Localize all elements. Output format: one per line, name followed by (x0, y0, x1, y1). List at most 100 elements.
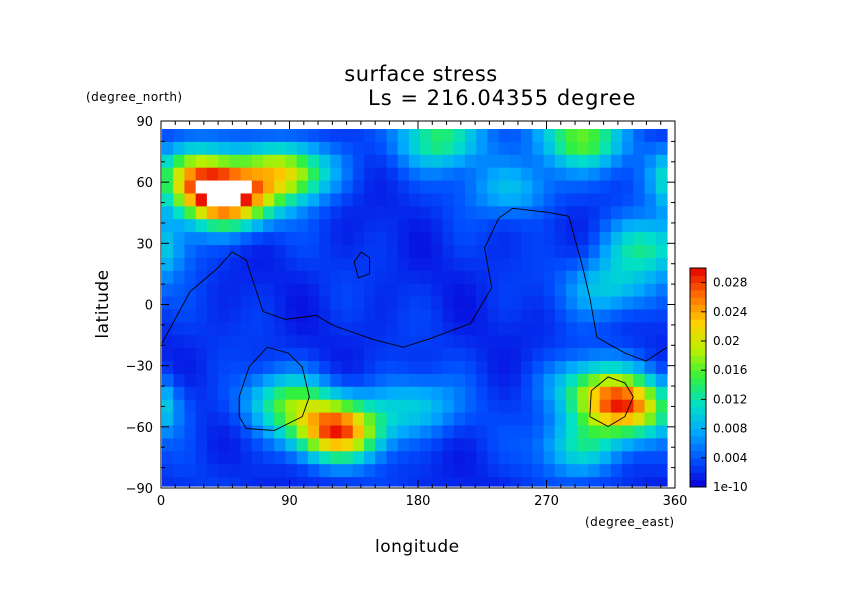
heatmap-cell (431, 438, 444, 452)
heatmap-cell (543, 373, 556, 388)
heatmap-cell (330, 412, 343, 427)
heatmap-cell (655, 464, 668, 478)
heatmap-cell (251, 335, 264, 349)
heatmap-cell (431, 399, 444, 414)
colorbar-swatch (690, 443, 706, 451)
heatmap-cell (588, 438, 601, 452)
heatmap-cell (599, 283, 612, 298)
heatmap-cell (397, 309, 410, 323)
heatmap-cell (532, 361, 545, 375)
heatmap-cell (184, 296, 197, 311)
heatmap-cell (543, 180, 556, 195)
heatmap-cell (487, 296, 500, 311)
heatmap-cell (229, 245, 242, 259)
heatmap-cell (397, 257, 410, 272)
heatmap-cell (184, 425, 197, 439)
heatmap-cell (431, 386, 444, 401)
heatmap-cell (655, 386, 668, 401)
heatmap-cell (341, 361, 354, 375)
heatmap-cell (566, 167, 578, 182)
heatmap-cell (622, 206, 634, 220)
heatmap-cell (521, 348, 533, 362)
heatmap-cell (173, 141, 186, 156)
heatmap-cell (162, 399, 174, 414)
heatmap-cell (263, 129, 275, 143)
heatmap-cell (465, 464, 477, 478)
heatmap-cell (487, 257, 500, 272)
heatmap-cell (487, 232, 500, 246)
heatmap-cell (386, 257, 399, 272)
heatmap-cell (173, 361, 186, 375)
heatmap-cell (554, 193, 567, 207)
heatmap-cell (173, 309, 186, 323)
heatmap-cell (229, 412, 242, 427)
heatmap-cell (487, 129, 500, 143)
heatmap-cell (330, 219, 343, 233)
heatmap-cell (307, 477, 320, 487)
heatmap-cell (307, 464, 320, 478)
heatmap-cell (476, 386, 489, 401)
heatmap-cell (352, 180, 365, 195)
heatmap-cell (431, 361, 444, 375)
heatmap-cell (218, 219, 230, 233)
heatmap-cell (465, 322, 477, 336)
heatmap-cell (173, 270, 186, 285)
heatmap-cell (554, 129, 567, 143)
heatmap-cell (521, 206, 533, 220)
heatmap-cell (173, 232, 186, 246)
heatmap-cell (319, 335, 331, 349)
heatmap-cell (498, 167, 511, 182)
heatmap-cell (554, 296, 567, 311)
heatmap-cell (599, 477, 612, 487)
heatmap-cell (319, 361, 331, 375)
heatmap-cell (229, 232, 242, 246)
heatmap-cell (487, 193, 500, 207)
heatmap-cell (644, 348, 657, 362)
heatmap-cell (622, 322, 634, 336)
heatmap-cell (442, 245, 455, 259)
heatmap-cell (498, 477, 511, 487)
heatmap-cell (240, 451, 253, 465)
heatmap-cell (487, 219, 500, 233)
heatmap-cell (274, 386, 287, 401)
heatmap-cell (184, 129, 197, 143)
colorbar-swatch (690, 414, 706, 422)
topography-contour (353, 251, 371, 279)
heatmap-cell (543, 451, 556, 465)
heatmap-cell (195, 270, 208, 285)
heatmap-cell (397, 206, 410, 220)
heatmap-cell (453, 283, 466, 298)
colorbar-swatch (690, 472, 706, 481)
heatmap-cell (622, 167, 634, 182)
heatmap-cell (240, 219, 253, 233)
heatmap-cell (633, 296, 646, 311)
heatmap-cell (251, 438, 264, 452)
heatmap-cell (251, 464, 264, 478)
heatmap-cell (330, 129, 343, 143)
heatmap-cell (554, 245, 567, 259)
colorbar-swatch (690, 326, 706, 335)
heatmap-cell (173, 322, 186, 336)
heatmap-cell (397, 348, 410, 362)
heatmap-cell (341, 399, 354, 414)
heatmap-cell (543, 361, 556, 375)
heatmap-cell (577, 425, 590, 439)
heatmap-cell (431, 154, 444, 169)
heatmap-cell (453, 309, 466, 323)
heatmap-cell (386, 180, 399, 195)
colorbar-swatch (690, 435, 706, 444)
heatmap-cell (453, 154, 466, 169)
heatmap-cell (364, 425, 376, 439)
heatmap-cell (498, 129, 511, 143)
heatmap-cell (274, 477, 287, 487)
heatmap-cell (622, 399, 634, 414)
heatmap-cell (566, 206, 578, 220)
heatmap-cell (442, 167, 455, 182)
heatmap-cell (296, 180, 309, 195)
heatmap-cell (240, 167, 253, 182)
heatmap-cell (274, 373, 287, 388)
heatmap-cell (487, 335, 500, 349)
heatmap-cell (655, 451, 668, 465)
heatmap-cell (352, 167, 365, 182)
heatmap-cell (543, 270, 556, 285)
